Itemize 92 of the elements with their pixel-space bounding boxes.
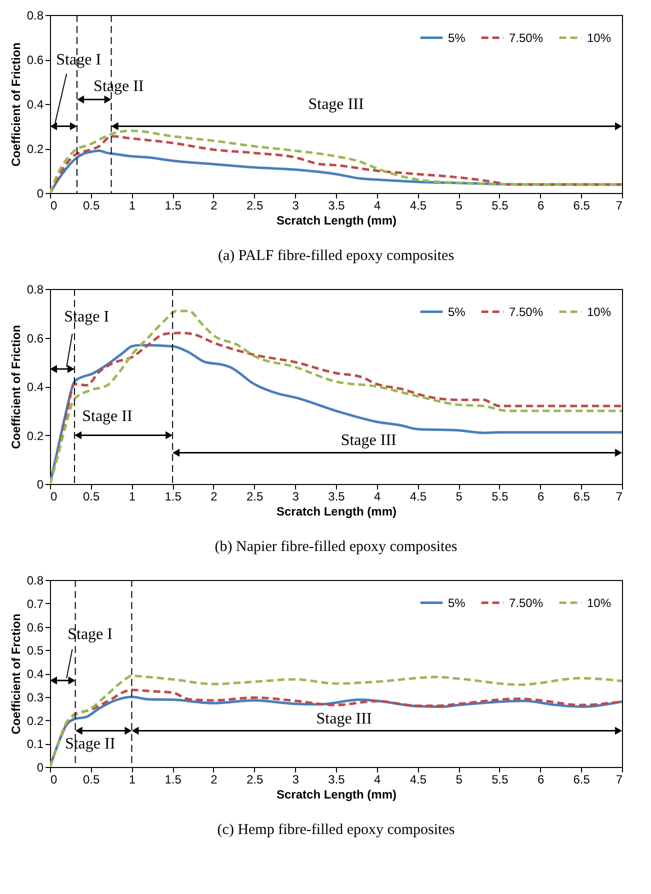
x-tick-label: 1.5 bbox=[164, 490, 182, 504]
x-tick-label: 5.5 bbox=[492, 772, 509, 786]
y-tick-label: 0.2 bbox=[26, 428, 44, 443]
x-tick-label: 6.5 bbox=[573, 772, 590, 786]
annotation: Stage III bbox=[316, 710, 372, 728]
annotation: Stage II bbox=[82, 408, 132, 425]
x-tick-label: 4.5 bbox=[410, 490, 427, 504]
annotation: Stage I bbox=[56, 52, 102, 68]
x-tick-label: 2 bbox=[210, 772, 218, 786]
x-tick-label: 5 bbox=[456, 490, 463, 504]
y-tick-label: 0 bbox=[36, 478, 44, 492]
y-axis-title: Coefficient of Friction bbox=[8, 325, 23, 449]
x-tick-label: 3 bbox=[292, 198, 300, 212]
y-axis-title: Coefficient of Friction bbox=[8, 42, 23, 166]
y-tick-label: 0.6 bbox=[26, 331, 44, 346]
x-tick-label: 2.5 bbox=[246, 490, 264, 504]
y-axis-title: Coefficient of Frction bbox=[8, 614, 23, 734]
x-tick-label: 4 bbox=[374, 772, 382, 786]
x-axis-title: Scratch Length (mm) bbox=[276, 214, 397, 228]
legend-label: 10% bbox=[587, 30, 612, 45]
x-tick-label: 2.5 bbox=[246, 198, 264, 212]
y-tick-label: 0.3 bbox=[26, 690, 44, 704]
x-tick-label: 4.5 bbox=[410, 198, 427, 212]
y-tick-label: 0.4 bbox=[26, 667, 44, 681]
x-tick-label: 1 bbox=[128, 198, 136, 212]
x-tick-label: 6.5 bbox=[573, 490, 590, 504]
x-tick-label: 3.5 bbox=[328, 772, 346, 786]
y-tick-label: 0.6 bbox=[26, 620, 44, 634]
x-tick-label: 2.5 bbox=[246, 772, 264, 786]
x-tick-label: 7 bbox=[616, 490, 623, 504]
x-tick-label: 2 bbox=[210, 198, 218, 212]
text: (b) Napier fibre-filled epoxy composites bbox=[214, 539, 458, 555]
y-tick-label: 0.6 bbox=[26, 53, 44, 67]
x-tick-label: 1.5 bbox=[164, 772, 182, 786]
y-tick-label: 0.2 bbox=[26, 142, 44, 156]
x-tick-label: 0.5 bbox=[83, 772, 100, 786]
legend-label: 7.50% bbox=[509, 596, 544, 610]
x-tick-label: 6 bbox=[537, 490, 544, 504]
y-tick-label: 0.5 bbox=[26, 644, 44, 658]
x-axis-title: Scratch Length (mm) bbox=[276, 788, 397, 802]
text: (c) Hemp fibre-filled epoxy composites bbox=[217, 822, 455, 838]
y-tick-label: 0.1 bbox=[26, 737, 44, 752]
x-tick-label: 6.5 bbox=[573, 198, 590, 212]
x-tick-label: 3.5 bbox=[328, 490, 346, 504]
legend-label: 10% bbox=[587, 304, 612, 319]
y-tick-label: 0 bbox=[36, 186, 44, 200]
x-tick-label: 5 bbox=[456, 772, 463, 786]
x-tick-label: 7 bbox=[616, 772, 623, 786]
y-tick-label: 0.4 bbox=[26, 98, 44, 112]
x-tick-label: 1 bbox=[128, 772, 136, 786]
x-tick-label: 5.5 bbox=[492, 490, 509, 504]
x-tick-label: 4 bbox=[374, 490, 382, 504]
y-tick-label: 0.8 bbox=[26, 574, 44, 588]
x-tick-label: 0 bbox=[50, 198, 58, 212]
legend-label: 10% bbox=[587, 596, 612, 610]
y-tick-label: 0.4 bbox=[26, 380, 44, 394]
x-tick-label: 6 bbox=[537, 198, 544, 212]
annotation: Stage III bbox=[308, 96, 364, 113]
x-tick-label: 0.5 bbox=[83, 490, 100, 504]
line-series bbox=[50, 674, 622, 767]
x-tick-label: 4.5 bbox=[410, 772, 427, 786]
annotation: Stage III bbox=[340, 432, 396, 450]
x-tick-label: 3 bbox=[292, 772, 300, 786]
x-tick-label: 5 bbox=[456, 198, 463, 212]
x-tick-label: 7 bbox=[616, 198, 623, 212]
y-tick-label: 0.2 bbox=[26, 714, 44, 728]
legend-label: 7.50% bbox=[509, 30, 544, 45]
x-tick-label: 6 bbox=[537, 772, 544, 786]
y-tick-label: 0.8 bbox=[26, 282, 44, 296]
annotation: Stage II bbox=[94, 78, 144, 96]
x-tick-label: 4 bbox=[374, 198, 382, 212]
annotation: Stage II bbox=[64, 736, 116, 753]
legend-label: 5% bbox=[448, 30, 466, 45]
x-tick-label: 1 bbox=[128, 490, 136, 504]
y-tick-label: 0 bbox=[36, 760, 44, 774]
x-tick-label: 0 bbox=[50, 772, 58, 786]
annotation: Stage I bbox=[64, 308, 110, 326]
legend-label: 5% bbox=[448, 596, 466, 610]
x-tick-label: 3 bbox=[292, 490, 300, 504]
legend-label: 5% bbox=[448, 304, 466, 319]
x-tick-label: 1.5 bbox=[164, 198, 182, 212]
x-tick-label: 0 bbox=[50, 490, 58, 504]
text: (a) PALF fibre-filled epoxy composites bbox=[218, 248, 454, 264]
x-tick-label: 5.5 bbox=[492, 198, 509, 212]
x-tick-label: 3.5 bbox=[328, 198, 346, 212]
x-tick-label: 2 bbox=[210, 490, 218, 504]
legend-label: 7.50% bbox=[509, 304, 544, 319]
x-tick-label: 0.5 bbox=[83, 198, 100, 212]
y-tick-label: 0.7 bbox=[26, 596, 44, 611]
annotation: Stage I bbox=[68, 626, 112, 644]
x-axis-title: Scratch Length (mm) bbox=[276, 504, 397, 518]
y-tick-label: 0.8 bbox=[26, 8, 44, 22]
